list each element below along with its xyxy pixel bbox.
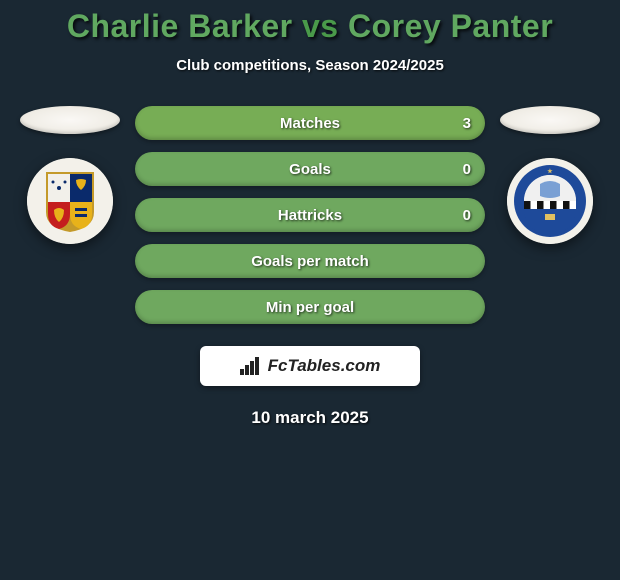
stat-row: Min per goal: [135, 290, 485, 324]
subtitle: Club competitions, Season 2024/2025: [0, 57, 620, 74]
branding-badge: FcTables.com: [200, 346, 420, 386]
right-player-column: ★: [490, 106, 610, 244]
title-player1: Charlie Barker: [67, 8, 293, 44]
svg-text:★: ★: [547, 168, 553, 175]
stat-label: Goals: [289, 161, 331, 178]
comparison-title: Charlie Barker vs Corey Panter: [0, 0, 620, 45]
stat-value: 0: [463, 161, 471, 178]
player2-club-crest: ★: [507, 158, 593, 244]
stat-label: Hattricks: [278, 207, 342, 224]
stat-row: Goals per match: [135, 244, 485, 278]
branding-icon: [240, 357, 262, 375]
stat-value: 3: [463, 115, 471, 132]
player2-avatar-placeholder: [500, 106, 600, 134]
stats-bars: Matches 3 Goals 0 Hattricks 0 Goals per match M…: [135, 106, 485, 336]
stat-row: Matches 3: [135, 106, 485, 140]
title-player2: Corey Panter: [348, 8, 553, 44]
left-player-column: [10, 106, 130, 244]
date-label: 10 march 2025: [0, 408, 620, 428]
player1-avatar-placeholder: [20, 106, 120, 134]
player1-club-crest: [27, 158, 113, 244]
title-vs: vs: [302, 8, 339, 44]
stat-label: Goals per match: [251, 253, 369, 270]
branding-text: FcTables.com: [268, 356, 381, 376]
stat-label: Min per goal: [266, 299, 354, 316]
stat-row: Hattricks 0: [135, 198, 485, 232]
content-area: Matches 3 Goals 0 Hattricks 0 Goals per match M…: [0, 106, 620, 336]
stat-value: 0: [463, 207, 471, 224]
stat-row: Goals 0: [135, 152, 485, 186]
stat-label: Matches: [280, 115, 340, 132]
